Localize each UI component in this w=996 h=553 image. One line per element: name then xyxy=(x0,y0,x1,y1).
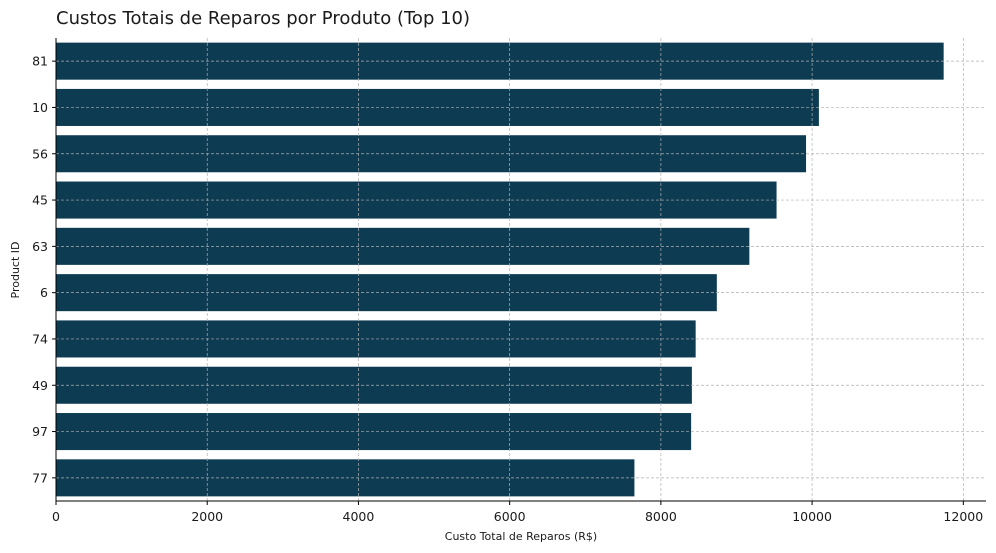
y-axis-label: Product ID xyxy=(9,242,22,299)
x-tick-label-8000: 8000 xyxy=(645,509,677,524)
x-tick-label-6000: 6000 xyxy=(494,509,526,524)
y-tick-label-63: 63 xyxy=(32,239,48,254)
y-tick-label-10: 10 xyxy=(32,100,48,115)
y-tick-label-56: 56 xyxy=(32,146,48,161)
y-tick-label-49: 49 xyxy=(32,378,48,393)
y-tick-label-45: 45 xyxy=(32,193,48,208)
x-tick-label-12000: 12000 xyxy=(943,509,983,524)
bars xyxy=(56,42,944,497)
x-tick-label-0: 0 xyxy=(52,509,60,524)
x-axis-label: Custo Total de Reparos (R$) xyxy=(445,530,597,543)
x-tick-label-2000: 2000 xyxy=(191,509,223,524)
x-tick-label-4000: 4000 xyxy=(343,509,375,524)
x-tick-label-10000: 10000 xyxy=(792,509,832,524)
axes xyxy=(55,38,986,502)
x-ticks: 0 2000 4000 6000 8000 10000 12000 xyxy=(52,501,983,524)
chart-title: Custos Totais de Reparos por Produto (To… xyxy=(56,8,471,29)
horizontal-grid xyxy=(56,38,986,501)
y-tick-label-6: 6 xyxy=(40,285,48,300)
y-tick-label-74: 74 xyxy=(32,331,48,346)
bar-81 xyxy=(56,42,944,80)
y-tick-label-81: 81 xyxy=(32,54,48,69)
y-tick-label-97: 97 xyxy=(32,424,48,439)
y-tick-label-77: 77 xyxy=(32,470,48,485)
y-ticks: 81 10 56 45 63 6 74 49 97 77 xyxy=(32,54,56,485)
